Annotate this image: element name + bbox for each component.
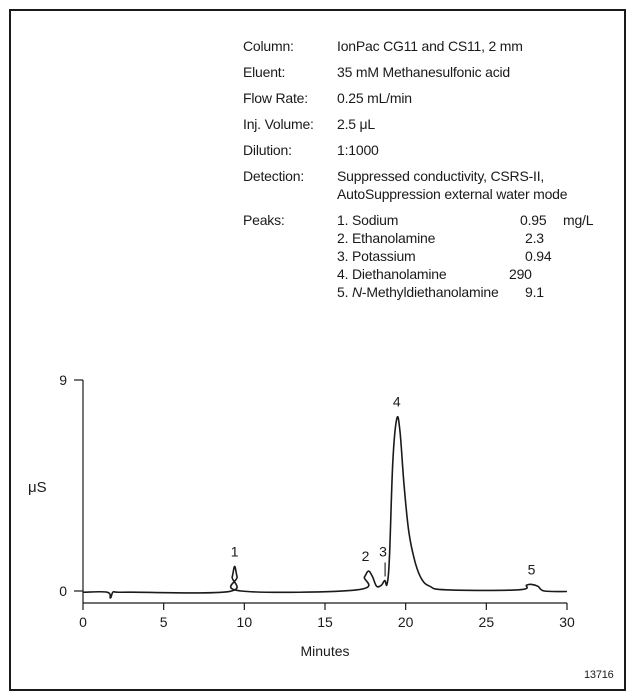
peak-5-name: 5. N-Methyldiethanolamine (337, 284, 499, 300)
y-axis-label: μS (28, 479, 47, 496)
peaks-label: Peaks: (243, 212, 285, 228)
x-tick-label: 0 (79, 614, 87, 630)
flow-rate-value: 0.25 mL/min (337, 90, 412, 106)
peak-label-4: 4 (393, 394, 401, 410)
peak-5-concentration: 9.1 (525, 284, 544, 300)
figure-number: 13716 (584, 669, 614, 681)
x-tick-label: 10 (237, 614, 253, 630)
chromatogram-trace (82, 415, 568, 599)
dilution-label: Dilution: (243, 142, 292, 158)
detection-value: Suppressed conductivity, CSRS-II, (337, 168, 545, 184)
peak-4-name: 4. Diethanolamine (337, 266, 447, 282)
injection-volume-value: 2.5 μL (337, 116, 376, 132)
column-label: Column: (243, 38, 294, 54)
figure-border (9, 9, 626, 691)
detection-value-line2: AutoSuppression external water mode (337, 186, 568, 202)
peak-4-concentration: 290 (509, 266, 532, 282)
peak-3-name: 3. Potassium (337, 248, 416, 264)
peak-1-name: 1. Sodium (337, 212, 399, 228)
eluent-label: Eluent: (243, 64, 286, 80)
peak-label-2: 2 (362, 548, 370, 564)
peak-2-name: 2. Ethanolamine (337, 230, 436, 246)
trace-line (82, 415, 568, 599)
peak-5-name-italic: N (351, 284, 362, 300)
injection-volume-label: Inj. Volume: (243, 116, 314, 132)
peak-5-name-rest: -Methyldiethanolamine (361, 284, 499, 300)
x-tick-label: 5 (160, 614, 168, 630)
peak-label-1: 1 (231, 543, 239, 559)
peak-5-name-prefix: 5. (337, 284, 352, 300)
y-tick-label: 0 (59, 583, 67, 599)
y-tick-label: 9 (59, 372, 67, 388)
x-tick-label: 25 (479, 614, 495, 630)
x-axis-label: Minutes (300, 643, 349, 659)
peaks-unit: mg/L (563, 212, 594, 228)
x-tick-label: 20 (398, 614, 414, 630)
peak-1-concentration: 0.95 (520, 212, 547, 228)
peak-labels: 1 2 345 (231, 394, 536, 578)
eluent-value: 35 mM Methanesulfonic acid (337, 64, 510, 80)
detection-label: Detection: (243, 168, 305, 184)
chart-axes: 090 5 10 15 20 25 30 (59, 372, 575, 630)
column-value: IonPac CG11 and CS11, 2 mm (337, 38, 523, 54)
peak-2-concentration: 2.3 (525, 230, 544, 246)
peak-label-3: 3 (379, 543, 387, 559)
peak-3-concentration: 0.94 (525, 248, 552, 264)
flow-rate-label: Flow Rate: (243, 90, 308, 106)
x-tick-label: 15 (317, 614, 333, 630)
peak-label-5: 5 (528, 561, 536, 577)
dilution-value: 1:1000 (337, 142, 379, 158)
x-tick-label: 30 (559, 614, 575, 630)
